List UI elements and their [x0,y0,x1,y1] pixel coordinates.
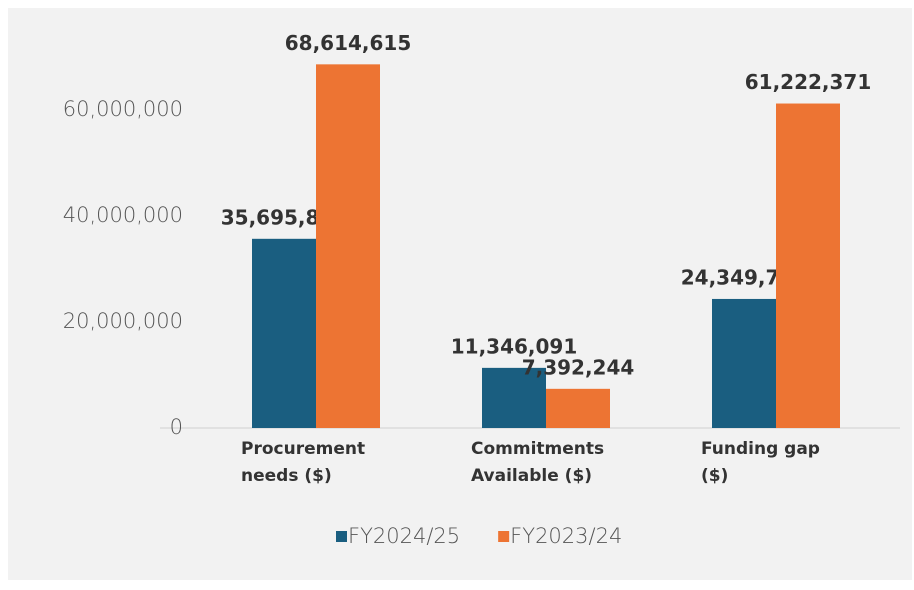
x-tick-label-box: Procurement needs ($) [216,436,416,490]
x-tick-label: Procurement needs ($) [241,439,366,486]
data-label: 11,346,091 [451,334,578,358]
bar [776,103,840,429]
y-tick-label: 20,000,000 [63,309,183,333]
x-tick-label-box: Funding gap ($) [676,436,876,490]
y-tick-label: 0 [170,415,183,439]
data-label: 61,222,371 [745,70,872,94]
bar [252,238,316,428]
y-tick-label: 60,000,000 [63,97,183,121]
y-tick-label: 40,000,000 [63,203,183,227]
legend-swatch [336,531,347,542]
bar [712,298,776,428]
legend-swatch [498,531,510,542]
data-label: 7,392,244 [522,355,635,379]
bar [482,367,546,428]
bar [316,64,380,429]
bar [546,388,610,428]
x-tick-label-box: Commitments Available ($) [446,436,646,490]
legend-label: FY2023/24 [510,524,622,548]
x-tick-label: Commitments Available ($) [471,439,605,486]
data-label: 68,614,615 [285,31,412,55]
legend-label: FY2024/25 [348,524,460,548]
chart-background [8,8,912,580]
x-tick-label: Funding gap ($) [701,439,820,486]
